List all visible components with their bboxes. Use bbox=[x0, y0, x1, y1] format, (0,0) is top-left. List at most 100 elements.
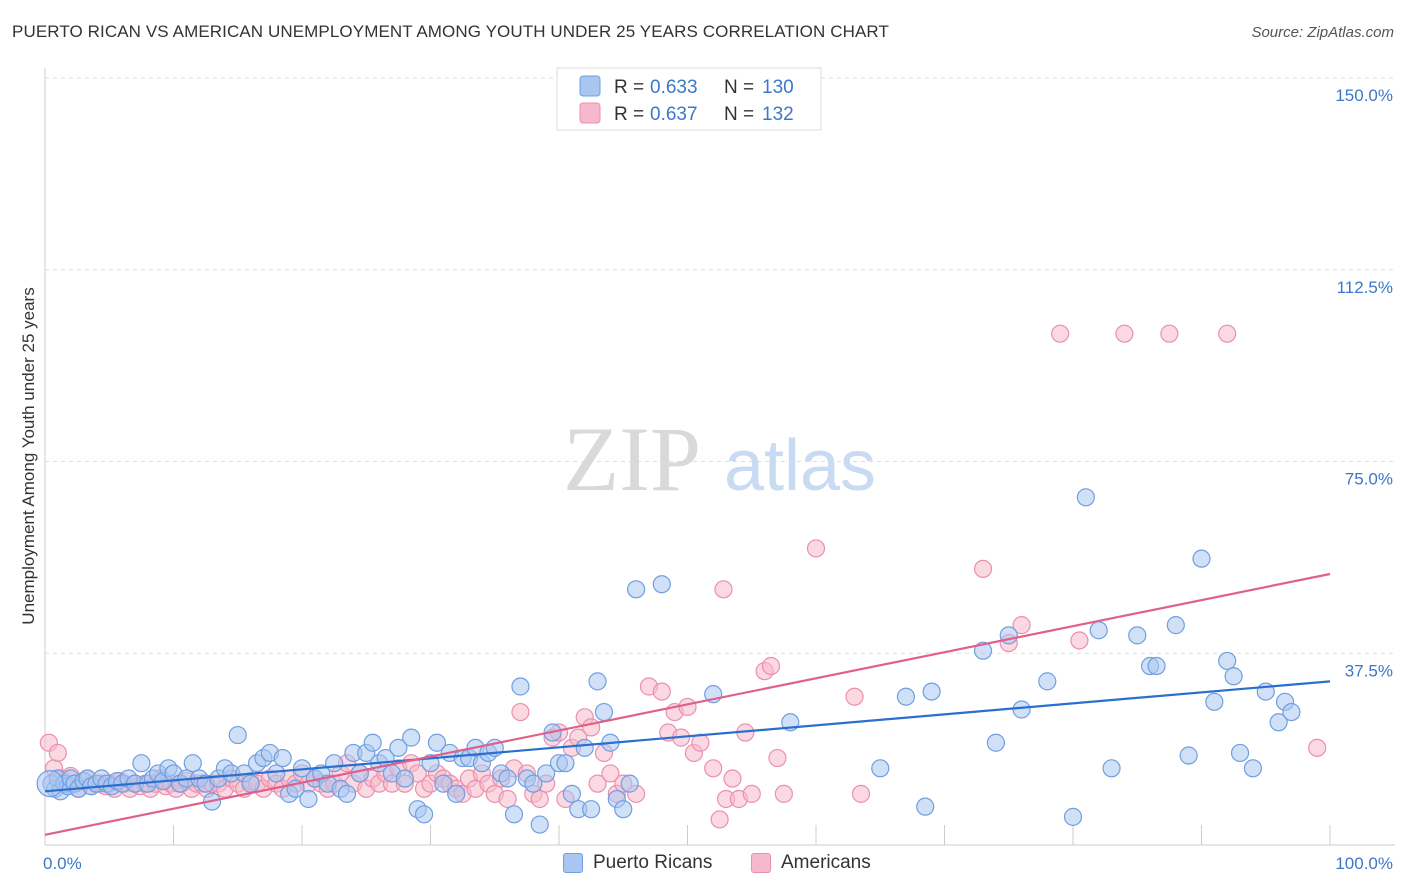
watermark: ZIP atlas bbox=[563, 408, 876, 510]
legend-item-puerto-ricans: Puerto Ricans bbox=[563, 852, 712, 874]
legend-r-label: R = bbox=[614, 77, 644, 98]
watermark-atlas: atlas bbox=[724, 426, 876, 506]
puerto-rican-point bbox=[389, 738, 408, 757]
y-axis-title: Unemployment Among Youth under 25 years bbox=[19, 287, 38, 624]
puerto-rican-point bbox=[916, 797, 935, 816]
puerto-rican-point bbox=[1076, 488, 1095, 507]
puerto-rican-point bbox=[1038, 672, 1057, 691]
puerto-rican-point bbox=[986, 733, 1006, 752]
puerto-rican-point bbox=[1282, 702, 1301, 722]
source-credit: Source: ZipAtlas.com bbox=[1251, 24, 1394, 41]
american-point bbox=[1115, 324, 1134, 343]
american-point bbox=[588, 774, 607, 793]
american-point bbox=[652, 682, 671, 701]
american-point bbox=[723, 769, 742, 788]
puerto-rican-point bbox=[556, 754, 575, 773]
puerto-rican-point bbox=[414, 805, 434, 824]
puerto-rican-point bbox=[1224, 667, 1243, 686]
puerto-rican-point bbox=[1230, 743, 1250, 763]
chart-title: PUERTO RICAN VS AMERICAN UNEMPLOYMENT AM… bbox=[12, 22, 889, 41]
legend-r-value-puerto-ricans: 0.633 bbox=[650, 77, 698, 98]
american-point bbox=[774, 784, 793, 803]
puerto-rican-point bbox=[1269, 713, 1288, 732]
american-point bbox=[710, 810, 729, 829]
puerto-rican-point bbox=[241, 774, 260, 793]
puerto-rican-point bbox=[562, 784, 581, 803]
puerto-rican-point bbox=[350, 764, 369, 783]
american-point bbox=[498, 789, 517, 809]
legend-swatch-americans bbox=[751, 853, 771, 873]
legend-label-puerto-ricans: Puerto Ricans bbox=[593, 852, 713, 873]
puerto-rican-point bbox=[447, 784, 466, 803]
puerto-rican-point bbox=[1089, 621, 1108, 640]
american-point bbox=[742, 784, 761, 803]
puerto-rican-point bbox=[1243, 759, 1263, 778]
x-tick-label: 0.0% bbox=[43, 854, 82, 873]
y-tick-label: 75.0% bbox=[1345, 470, 1393, 489]
puerto-rican-points bbox=[36, 488, 1301, 834]
puerto-rican-point bbox=[395, 769, 414, 788]
puerto-rican-point bbox=[337, 784, 357, 803]
puerto-rican-point bbox=[434, 774, 453, 793]
american-point bbox=[1308, 738, 1327, 757]
puerto-rican-point bbox=[973, 641, 993, 660]
puerto-rican-point bbox=[896, 687, 916, 706]
puerto-rican-point bbox=[575, 738, 594, 757]
x-tick-label: 100.0% bbox=[1335, 854, 1393, 873]
american-point bbox=[1160, 324, 1179, 343]
american-point bbox=[511, 702, 530, 722]
grid-layer bbox=[45, 77, 1395, 654]
american-point bbox=[1218, 324, 1237, 343]
puerto-rican-point bbox=[582, 800, 601, 819]
puerto-rican-point bbox=[1179, 746, 1198, 765]
puerto-rican-point bbox=[530, 815, 549, 834]
american-point bbox=[601, 764, 620, 783]
puerto-rican-point bbox=[588, 672, 607, 691]
american-point bbox=[1051, 324, 1070, 343]
puerto-rican-point bbox=[1063, 807, 1083, 826]
puerto-rican-point bbox=[537, 764, 556, 783]
puerto-rican-point bbox=[363, 733, 382, 752]
series-legend: Puerto Ricans Americans bbox=[0, 852, 1406, 878]
american-point bbox=[761, 656, 781, 676]
puerto-rican-point bbox=[1166, 616, 1185, 635]
puerto-rican-point bbox=[36, 770, 64, 798]
american-point bbox=[530, 789, 549, 809]
legend-item-americans: Americans bbox=[751, 852, 871, 874]
legend-swatch-puerto-ricans bbox=[563, 853, 583, 873]
american-point bbox=[845, 687, 864, 706]
legend-r-value-americans: 0.637 bbox=[650, 104, 698, 125]
american-point bbox=[973, 559, 993, 578]
legend-n-label: N = bbox=[724, 77, 754, 98]
puerto-rican-point bbox=[504, 805, 524, 824]
axis-labels: 37.5% 75.0% 112.5% 150.0% 0.0% 100.0% bbox=[43, 86, 1393, 873]
y-tick-label: 150.0% bbox=[1335, 86, 1393, 105]
american-trend-line bbox=[44, 572, 1331, 836]
legend-r-label: R = bbox=[614, 104, 644, 125]
puerto-rican-point bbox=[594, 702, 614, 722]
puerto-rican-point bbox=[511, 677, 530, 696]
puerto-rican-point bbox=[299, 789, 318, 809]
puerto-rican-point bbox=[132, 754, 151, 773]
trend-lines bbox=[44, 572, 1331, 836]
puerto-rican-point bbox=[620, 774, 639, 793]
legend-n-value-americans: 132 bbox=[762, 104, 794, 125]
american-point bbox=[582, 718, 601, 737]
puerto-rican-point bbox=[626, 580, 646, 599]
puerto-rican-point bbox=[267, 764, 286, 783]
axes-layer bbox=[44, 68, 1395, 846]
american-point bbox=[678, 697, 697, 717]
legend-label-americans: Americans bbox=[781, 852, 871, 873]
puerto-rican-point bbox=[524, 774, 543, 793]
puerto-rican-point bbox=[325, 754, 344, 773]
y-tick-label: 37.5% bbox=[1345, 661, 1393, 680]
american-points bbox=[39, 324, 1327, 829]
puerto-rican-point bbox=[652, 575, 671, 594]
puerto-rican-point bbox=[1128, 626, 1147, 645]
puerto-rican-point bbox=[273, 748, 292, 768]
american-point bbox=[714, 580, 733, 599]
legend-swatch-puerto-ricans bbox=[579, 75, 601, 97]
puerto-rican-point bbox=[1102, 759, 1121, 778]
american-point bbox=[48, 743, 67, 763]
